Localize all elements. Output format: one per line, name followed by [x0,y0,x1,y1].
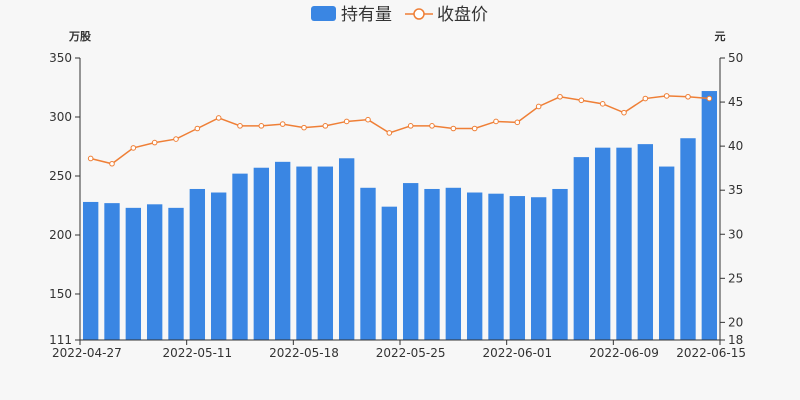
series-line-close-price [90,95,710,165]
bar-holdings-6 [210,192,227,340]
point-close-price-20 [514,119,521,126]
point-close-price-4 [173,136,179,142]
right-tick-label-2: 25 [728,271,743,285]
legend-price-swatch-marker [413,8,425,20]
point-close-price-0 [87,155,94,162]
right-tick-label-4: 35 [728,183,743,197]
bar-holdings-23 [573,157,590,340]
x-tick-label-6: 2022-06-15 [676,346,746,360]
bar-holdings-18 [466,192,483,340]
x-tick-label-4: 2022-06-01 [482,346,552,360]
bar-holdings-4 [168,207,184,340]
bar-holdings-2 [125,207,142,340]
point-close-price-8 [258,123,265,129]
point-close-price-23 [578,97,585,104]
bar-holdings-29 [701,91,718,340]
x-tick-label-0: 2022-04-27 [52,346,122,360]
bar-holdings-25 [616,147,632,340]
bar-holdings-24 [594,147,611,340]
bar-holdings-17 [445,187,462,340]
bar-holdings-1 [104,203,120,340]
right-tick-label-3: 30 [728,227,743,241]
legend-holdings-swatch [311,6,336,21]
point-close-price-6 [215,115,222,121]
point-close-price-22 [557,93,563,100]
point-close-price-26 [642,95,649,102]
right-tick-label-1: 20 [728,315,743,329]
right-tick-label-0: 18 [728,333,743,347]
bar-holdings-15 [402,183,419,340]
bar-holdings-7 [232,173,248,340]
point-close-price-25 [621,109,627,116]
bar-holdings-16 [424,188,440,340]
left-tick-label-3: 250 [49,169,72,183]
point-close-price-11 [322,123,329,129]
point-close-price-10 [301,124,307,131]
legend-price-label: 收盘价 [437,5,488,25]
point-close-price-16 [429,123,435,129]
bar-holdings-19 [488,193,504,340]
bar-holdings-27 [658,166,675,340]
x-tick-label-2: 2022-05-18 [269,346,339,360]
right-tick-label-7: 50 [728,51,743,65]
right-axis-unit: 元 [715,30,726,43]
point-close-price-5 [194,125,201,132]
right-tick-label-6: 45 [728,95,743,109]
point-close-price-21 [535,103,542,110]
x-tick-label-3: 2022-05-25 [376,346,446,360]
left-axis-unit: 万股 [68,30,92,43]
point-close-price-1 [109,160,115,167]
bar-holdings-14 [381,206,398,340]
bar-holdings-0 [82,201,99,340]
bar-holdings-13 [360,187,376,340]
point-close-price-29 [706,95,713,102]
bar-holdings-11 [317,166,334,340]
left-tick-label-2: 200 [49,228,72,242]
bar-holdings-12 [338,158,355,340]
point-close-price-24 [599,101,606,107]
point-close-price-3 [151,139,158,146]
left-tick-label-4: 300 [49,110,72,124]
point-close-price-14 [386,130,393,136]
bar-holdings-10 [296,166,312,340]
bar-holdings-21 [530,197,547,340]
right-tick-label-5: 40 [728,139,743,153]
point-close-price-19 [493,118,499,125]
legend-holdings-label: 持有量 [341,5,392,25]
point-close-price-2 [130,145,137,151]
point-close-price-28 [685,93,691,100]
left-tick-label-0: 111 [49,333,72,347]
point-close-price-18 [471,125,478,132]
point-close-price-27 [663,93,670,99]
point-close-price-13 [365,116,371,123]
bar-holdings-9 [274,161,291,340]
bar-holdings-5 [189,188,206,340]
left-tick-label-1: 150 [49,287,72,301]
bar-holdings-20 [509,196,526,340]
point-close-price-12 [343,118,350,125]
bar-holdings-3 [146,204,163,340]
bar-holdings-22 [552,188,568,340]
point-close-price-15 [407,123,414,129]
x-tick-label-1: 2022-05-11 [162,346,232,360]
bar-holdings-28 [680,138,696,340]
bar-holdings-26 [637,144,654,340]
point-close-price-17 [450,125,457,132]
x-tick-label-5: 2022-06-09 [589,346,659,360]
point-close-price-9 [279,121,286,127]
bar-holdings-8 [253,167,270,340]
left-tick-label-5: 350 [49,51,72,65]
point-close-price-7 [237,123,243,129]
